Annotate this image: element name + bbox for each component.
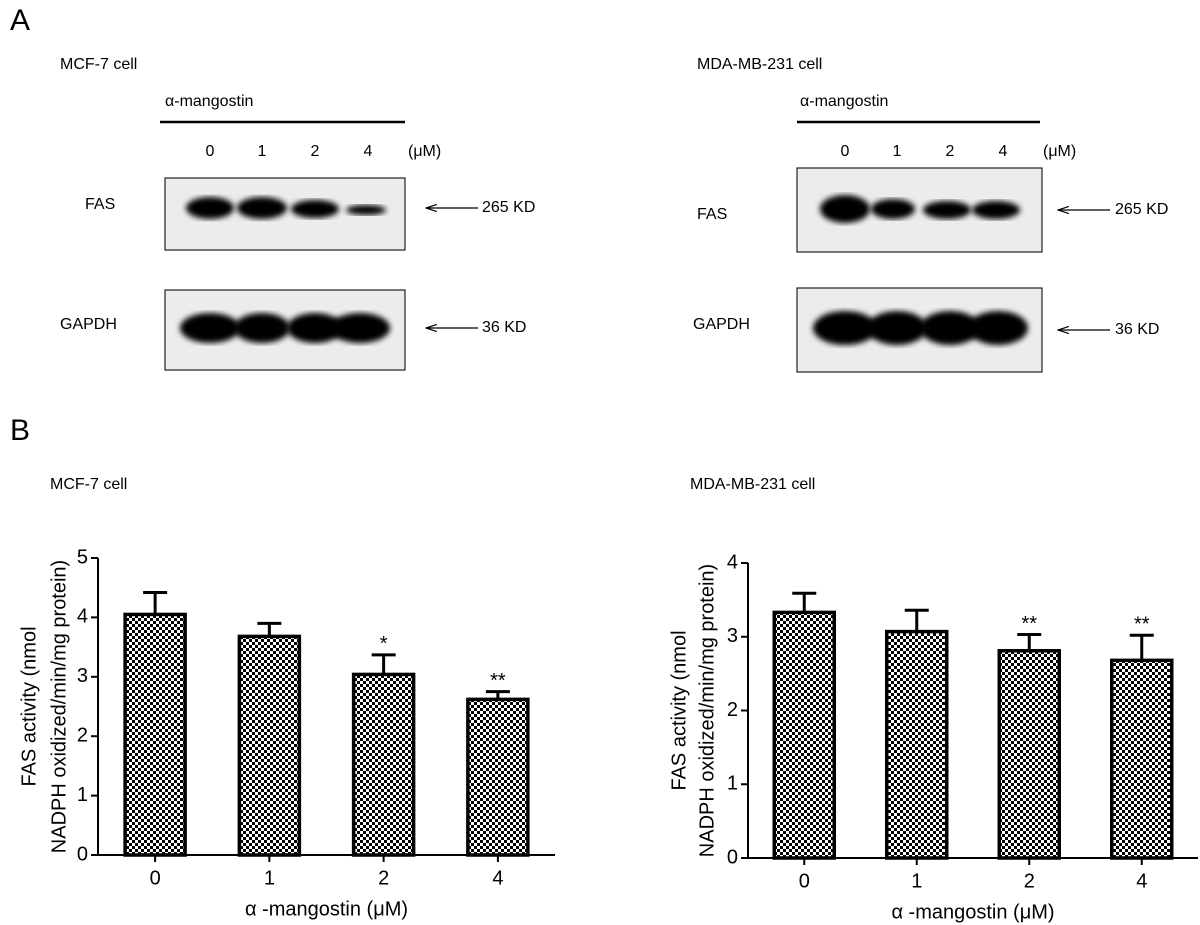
dose: 4 bbox=[364, 143, 373, 160]
dose: 1 bbox=[893, 143, 902, 160]
bands bbox=[180, 313, 390, 343]
dose: 0 bbox=[206, 143, 215, 160]
x-tick-label: 2 bbox=[1024, 870, 1035, 892]
size-label: 36 KD bbox=[482, 319, 526, 336]
panel-label: B bbox=[10, 414, 30, 447]
x-tick-label: 1 bbox=[264, 867, 275, 889]
bar bbox=[772, 610, 836, 860]
size-label: 265 KD bbox=[482, 199, 535, 216]
significance: ** bbox=[1134, 614, 1150, 636]
treatment-label: α-mangostin bbox=[800, 93, 888, 110]
chart-title: MDA-MB-231 cell bbox=[690, 476, 815, 493]
bar bbox=[351, 672, 416, 857]
dose: 2 bbox=[311, 143, 320, 160]
y-tick-label: 1 bbox=[77, 784, 88, 806]
bands bbox=[813, 311, 1028, 345]
bar bbox=[123, 612, 187, 857]
y-tick-label: 0 bbox=[727, 846, 738, 868]
treatment-label: α-mangostin bbox=[165, 93, 253, 110]
x-tick-label: 1 bbox=[911, 870, 922, 892]
y-axis-label: NADPH oxidized/min/mg protein) bbox=[48, 560, 70, 853]
cell-label: MCF-7 cell bbox=[60, 56, 137, 73]
x-tick-label: 0 bbox=[799, 870, 810, 892]
dose-unit: (μM) bbox=[1043, 143, 1076, 160]
protein-label: GAPDH bbox=[60, 316, 117, 333]
dose-unit: (μM) bbox=[408, 143, 441, 160]
x-tick-label: 4 bbox=[1136, 870, 1147, 892]
size-label: 265 KD bbox=[1115, 201, 1168, 218]
chart-title: MCF-7 cell bbox=[50, 476, 127, 493]
y-tick-label: 1 bbox=[727, 773, 738, 795]
dose: 0 bbox=[841, 143, 850, 160]
dose: 1 bbox=[258, 143, 267, 160]
y-tick-label: 3 bbox=[77, 665, 88, 687]
panel-label: A bbox=[10, 4, 30, 37]
significance: ** bbox=[490, 670, 506, 692]
protein-label: FAS bbox=[85, 196, 115, 213]
y-axis-label: FAS activity (nmol bbox=[668, 630, 690, 790]
size-label: 36 KD bbox=[1115, 321, 1159, 338]
y-tick-label: 3 bbox=[727, 625, 738, 647]
significance: * bbox=[380, 633, 388, 655]
protein-label: GAPDH bbox=[693, 316, 750, 333]
x-axis-label: α -mangostin (μM) bbox=[891, 901, 1054, 923]
x-tick-label: 2 bbox=[378, 867, 389, 889]
cell-label: MDA-MB-231 cell bbox=[697, 56, 822, 73]
y-tick-label: 4 bbox=[727, 551, 738, 573]
y-axis-label: NADPH oxidized/min/mg protein) bbox=[696, 564, 718, 857]
bar bbox=[237, 634, 302, 857]
x-tick-label: 4 bbox=[492, 867, 503, 889]
bar bbox=[997, 649, 1061, 860]
bar bbox=[885, 629, 949, 860]
y-tick-label: 2 bbox=[727, 699, 738, 721]
y-tick-label: 5 bbox=[77, 546, 88, 568]
protein-label: FAS bbox=[697, 206, 727, 223]
x-tick-label: 0 bbox=[150, 867, 161, 889]
bands bbox=[186, 197, 386, 219]
dose: 2 bbox=[946, 143, 955, 160]
y-axis-label: FAS activity (nmol bbox=[18, 626, 40, 786]
significance: ** bbox=[1021, 613, 1037, 635]
y-tick-label: 0 bbox=[77, 843, 88, 865]
x-axis-label: α -mangostin (μM) bbox=[245, 898, 408, 920]
bar bbox=[1110, 658, 1174, 860]
y-tick-label: 2 bbox=[77, 724, 88, 746]
dose: 4 bbox=[999, 143, 1008, 160]
y-tick-label: 4 bbox=[77, 606, 88, 628]
bands bbox=[820, 195, 1020, 223]
bar bbox=[466, 697, 530, 857]
